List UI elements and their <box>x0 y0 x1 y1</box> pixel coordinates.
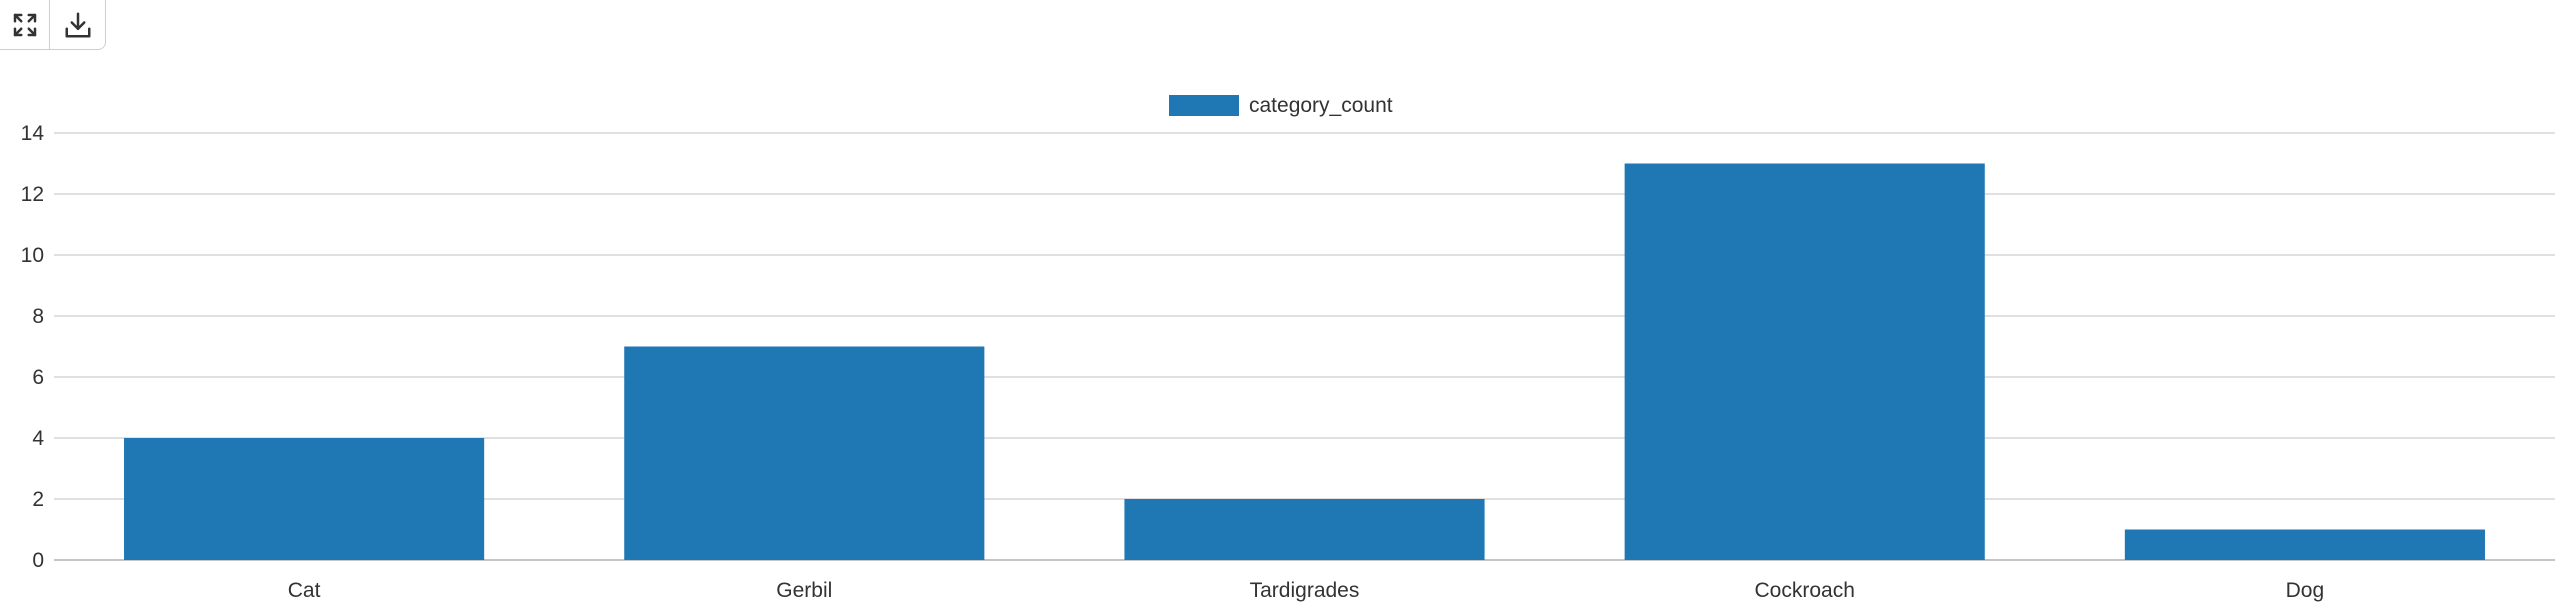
y-tick-label: 0 <box>32 549 44 572</box>
legend-swatch <box>1169 95 1239 116</box>
y-tick-label: 6 <box>32 366 44 389</box>
y-tick-label: 8 <box>32 305 44 328</box>
legend-label: category_count <box>1249 94 1393 117</box>
x-axis-ticks: Cat Gerbil Tardigrades Cockroach Dog <box>288 579 2324 602</box>
bar-cat[interactable] <box>124 438 485 560</box>
bar-gerbil[interactable] <box>624 346 985 561</box>
legend[interactable]: category_count <box>1169 94 1393 117</box>
bar-dog[interactable] <box>2124 529 2485 561</box>
x-tick-label: Tardigrades <box>1250 579 1360 602</box>
y-tick-label: 2 <box>32 488 44 511</box>
y-tick-label: 4 <box>32 427 44 450</box>
expand-arrows-icon <box>13 13 36 36</box>
download-button[interactable] <box>49 0 105 49</box>
chart-toolbar <box>0 0 106 50</box>
x-tick-label: Cockroach <box>1755 579 1855 602</box>
y-tick-label: 14 <box>21 122 45 145</box>
bar-tardigrades[interactable] <box>1124 499 1485 560</box>
bars <box>124 163 2485 561</box>
fullscreen-button[interactable] <box>0 0 49 49</box>
x-tick-label: Dog <box>2286 579 2325 602</box>
download-icon <box>65 12 90 37</box>
y-tick-label: 12 <box>21 183 44 206</box>
y-tick-label: 10 <box>21 244 44 267</box>
x-tick-label: Cat <box>288 579 321 602</box>
bar-cockroach[interactable] <box>1624 163 1985 561</box>
x-tick-label: Gerbil <box>776 579 832 602</box>
y-axis-ticks: 0 2 4 6 8 10 12 14 <box>21 122 45 572</box>
